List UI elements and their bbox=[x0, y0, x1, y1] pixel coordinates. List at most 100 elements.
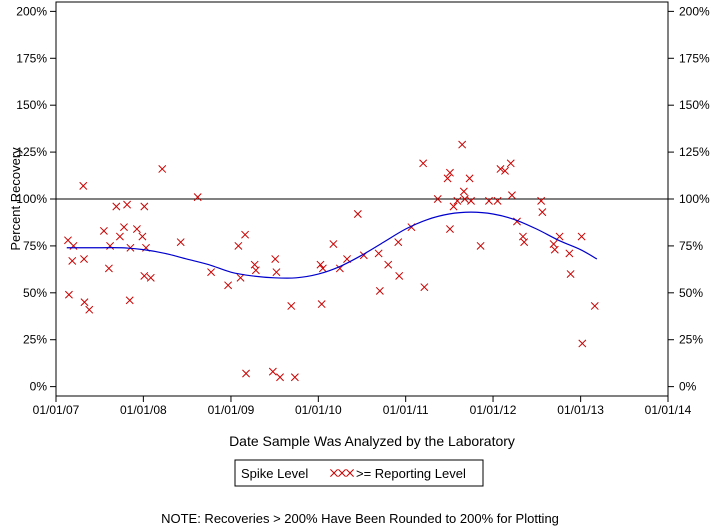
data-point bbox=[112, 202, 121, 211]
data-point bbox=[476, 241, 485, 250]
y-tick-label-left: 175% bbox=[16, 51, 47, 65]
data-point bbox=[506, 159, 515, 168]
data-point bbox=[395, 271, 404, 280]
y-tick-label-left: 200% bbox=[16, 4, 47, 18]
legend-marker-x bbox=[346, 469, 354, 477]
data-point bbox=[79, 181, 88, 190]
data-point bbox=[271, 255, 280, 263]
data-point bbox=[251, 266, 260, 275]
data-point bbox=[538, 208, 547, 217]
data-point bbox=[353, 210, 362, 218]
legend-entry-label: >= Reporting Level bbox=[356, 466, 466, 481]
y-tick-label-right: 50% bbox=[679, 286, 703, 300]
y-tick-label-left: 125% bbox=[16, 145, 47, 159]
legend-marker-x bbox=[330, 469, 354, 477]
x-tick-label: 01/01/07 bbox=[33, 403, 80, 417]
legend-marker-x bbox=[330, 469, 338, 477]
trend-line bbox=[66, 211, 598, 279]
data-point bbox=[433, 195, 442, 203]
data-point bbox=[176, 238, 185, 247]
data-point bbox=[268, 367, 277, 376]
data-point bbox=[316, 260, 325, 269]
x-axis-label: Date Sample Was Analyzed by the Laborato… bbox=[229, 433, 515, 449]
data-point bbox=[446, 168, 454, 177]
data-points bbox=[64, 140, 599, 382]
data-point bbox=[419, 159, 428, 168]
data-point bbox=[276, 373, 284, 382]
data-point bbox=[125, 296, 134, 305]
x-tick-label: 01/01/08 bbox=[120, 403, 167, 417]
data-point bbox=[80, 255, 88, 263]
y-tick-label-right: 75% bbox=[679, 239, 703, 253]
legend-title: Spike Level bbox=[241, 466, 308, 481]
data-point bbox=[384, 260, 393, 269]
data-point bbox=[64, 290, 73, 299]
data-point bbox=[242, 369, 250, 378]
data-point bbox=[104, 264, 113, 273]
y-tick-label-left: 0% bbox=[30, 380, 48, 394]
data-point bbox=[565, 249, 574, 258]
data-point bbox=[68, 256, 77, 265]
y-tick-label-right: 125% bbox=[679, 145, 710, 159]
data-point bbox=[115, 232, 124, 241]
data-point bbox=[290, 373, 299, 382]
y-tick-label-left: 150% bbox=[16, 98, 47, 112]
data-point bbox=[329, 240, 338, 248]
data-point bbox=[459, 187, 468, 196]
data-point bbox=[106, 241, 115, 250]
data-point bbox=[146, 273, 155, 282]
data-point bbox=[507, 191, 516, 200]
x-axis: 01/01/07 01/01/08 01/01/09 01/01/10 01/01/11… bbox=[33, 396, 692, 417]
x-tick-label: 01/01/11 bbox=[383, 403, 429, 417]
data-point bbox=[590, 301, 599, 310]
data-point bbox=[80, 298, 89, 307]
y-axis-left: 0% 25% 50% 75% 100% 125% 150% 175% 200% bbox=[16, 4, 56, 394]
data-point bbox=[467, 196, 475, 205]
y-tick-label-right: 200% bbox=[679, 4, 710, 18]
data-point bbox=[550, 245, 559, 254]
legend: Spike Level >= Reporting Level bbox=[234, 459, 484, 487]
y-tick-label-right: 0% bbox=[679, 380, 697, 394]
data-point bbox=[158, 165, 167, 173]
x-tick-label: 01/01/14 bbox=[645, 403, 692, 417]
data-point bbox=[566, 270, 575, 279]
data-point bbox=[123, 200, 132, 209]
data-point bbox=[465, 174, 474, 183]
footnote: NOTE: Recoveries > 200% Have Been Rounde… bbox=[161, 511, 559, 526]
data-point bbox=[458, 140, 467, 149]
data-point bbox=[374, 249, 383, 258]
data-point bbox=[236, 273, 245, 282]
data-point bbox=[138, 232, 147, 241]
data-point bbox=[577, 232, 586, 241]
data-point bbox=[317, 300, 326, 309]
data-point bbox=[207, 268, 216, 277]
data-point bbox=[99, 226, 108, 235]
y-tick-label-right: 100% bbox=[679, 192, 710, 206]
y-tick-label-right: 175% bbox=[679, 51, 710, 65]
data-point bbox=[460, 195, 469, 203]
x-tick-label: 01/01/12 bbox=[470, 403, 517, 417]
data-point bbox=[193, 193, 202, 202]
y-axis-right: 0% 25% 50% 75% 100% 125% 150% 175% 200% bbox=[668, 4, 710, 394]
legend-marker-x bbox=[338, 469, 346, 477]
data-point bbox=[453, 196, 462, 205]
data-point bbox=[394, 238, 403, 247]
y-tick-label-right: 150% bbox=[679, 98, 710, 112]
x-tick-label: 01/01/09 bbox=[208, 403, 255, 417]
y-tick-label-right: 25% bbox=[679, 333, 703, 347]
data-point bbox=[493, 196, 502, 205]
data-point bbox=[420, 283, 429, 292]
data-point bbox=[578, 339, 587, 348]
data-point bbox=[272, 268, 281, 277]
y-axis-label: Percent Recovery bbox=[8, 147, 23, 251]
data-point bbox=[140, 271, 149, 280]
data-point bbox=[241, 230, 250, 239]
data-point bbox=[520, 238, 529, 247]
data-point bbox=[446, 225, 454, 233]
data-point bbox=[318, 264, 327, 273]
data-point bbox=[120, 223, 128, 232]
data-point bbox=[287, 301, 296, 310]
legend-box bbox=[234, 459, 484, 487]
data-point bbox=[234, 241, 243, 250]
